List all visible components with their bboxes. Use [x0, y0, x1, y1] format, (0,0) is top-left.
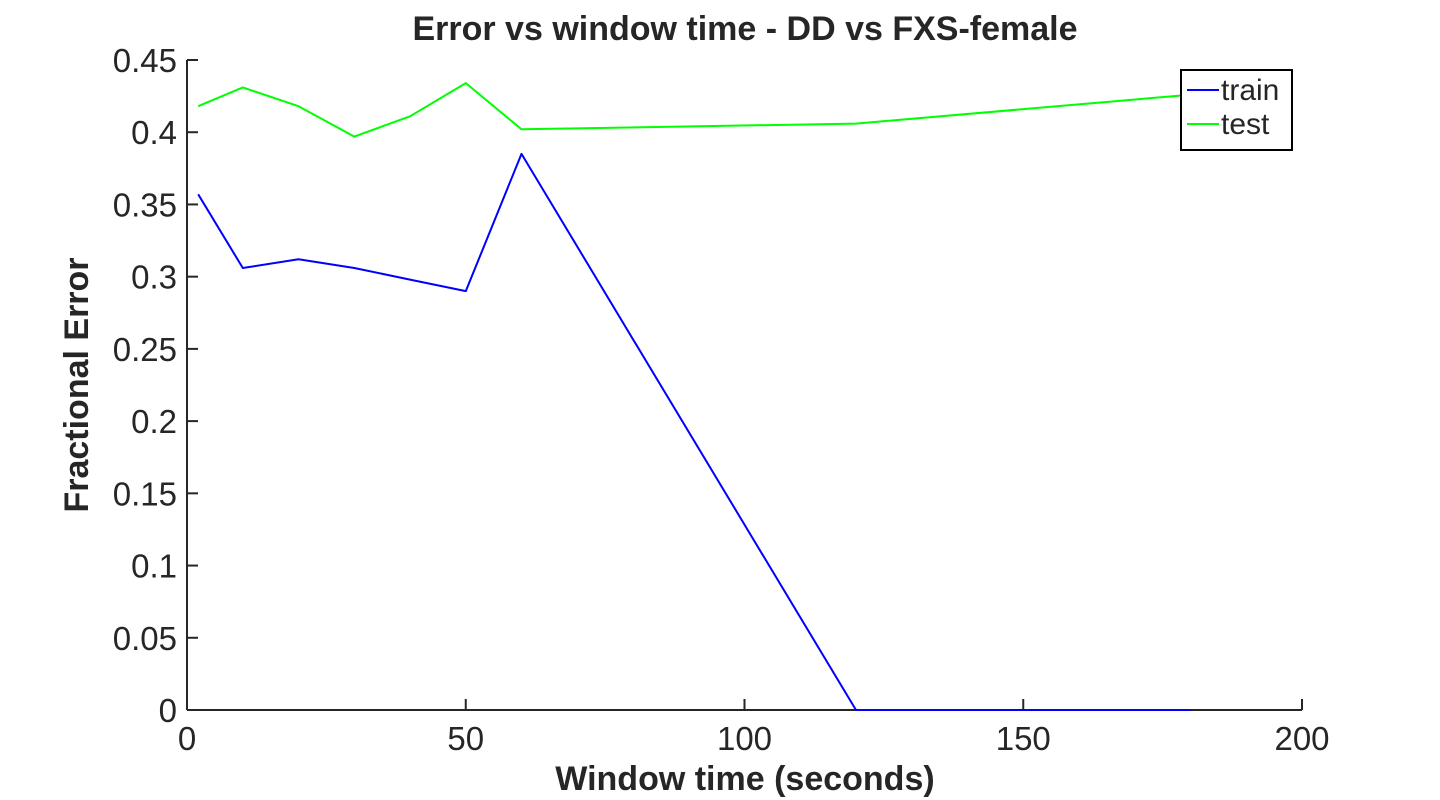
- legend-box: [1180, 69, 1293, 151]
- y-tick-label: 0.2: [131, 403, 177, 440]
- y-tick-label: 0.1: [131, 548, 177, 585]
- legend-label-train: train: [1221, 74, 1279, 107]
- x-tick-label: 200: [1274, 720, 1329, 757]
- x-axis-label: Window time (seconds): [555, 760, 934, 798]
- y-tick-label: 0.15: [113, 475, 177, 512]
- y-tick-label: 0: [159, 692, 177, 729]
- series-line-test: [197, 82, 1191, 138]
- chart-title: Error vs window time - DD vs FXS-female: [412, 10, 1077, 48]
- plot-area: 0 50 100 150 200 0 0.05 0.1 0.15 0.2 0.25 0.3 0.35 0.…: [113, 42, 1330, 757]
- x-tick-label: 50: [447, 720, 484, 757]
- x-tick-label: 0: [178, 720, 196, 757]
- y-tick-label: 0.4: [131, 114, 177, 151]
- x-tick-label: 150: [996, 720, 1051, 757]
- y-tick-label: 0.3: [131, 259, 177, 296]
- x-tick-label: 100: [717, 720, 772, 757]
- legend-label-test: test: [1221, 108, 1270, 141]
- y-axis-label: Fractional Error: [58, 257, 96, 512]
- y-tick-label: 0.35: [113, 186, 177, 223]
- y-tick-label: 0.25: [113, 331, 177, 368]
- y-tick-label: 0.45: [113, 42, 177, 79]
- y-tick-label: 0.05: [113, 620, 177, 657]
- series-line-train: [197, 152, 1191, 711]
